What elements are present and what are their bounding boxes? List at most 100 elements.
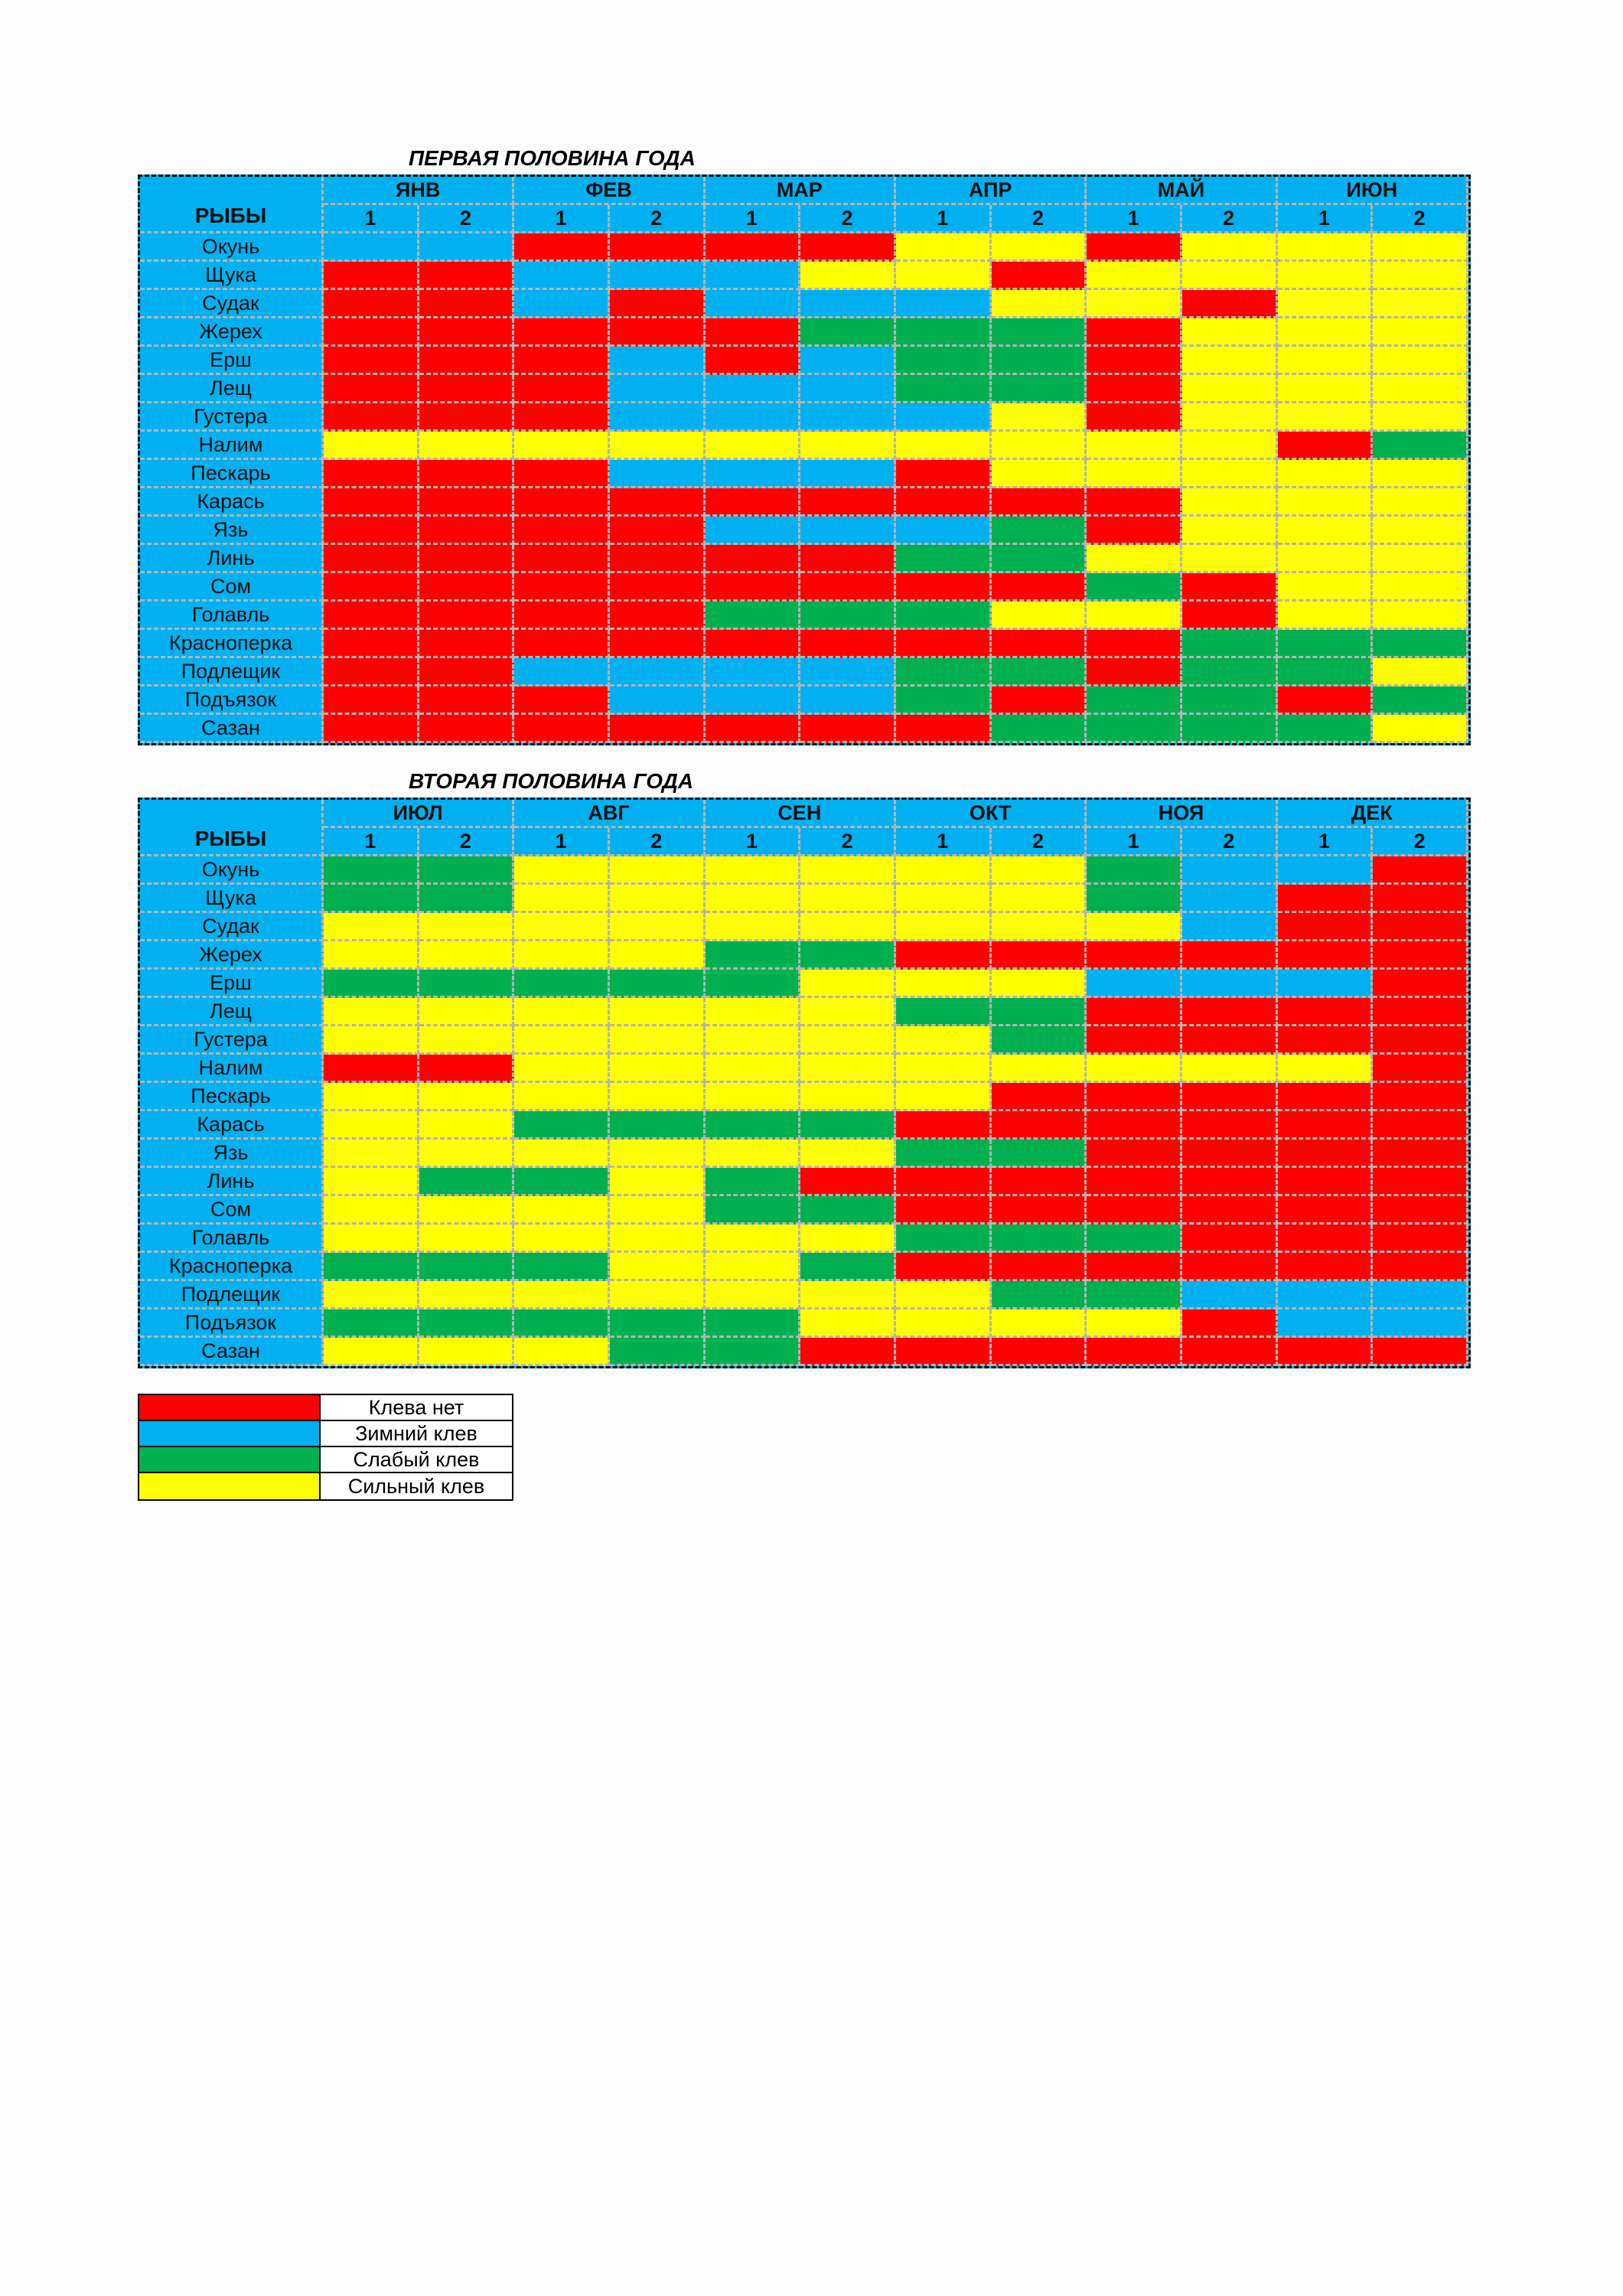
- bite-cell: [1087, 347, 1182, 375]
- bite-cell: [1181, 1338, 1278, 1366]
- bite-cell: [800, 1196, 896, 1225]
- bite-cell: [1373, 262, 1468, 290]
- bite-cell: [705, 885, 801, 913]
- bite-cell: [324, 1281, 419, 1309]
- bite-cell: [419, 1225, 515, 1253]
- bite-cell: [514, 488, 610, 517]
- bite-cell: [895, 1196, 992, 1225]
- bite-cell: [609, 517, 706, 545]
- bite-cell: [324, 1309, 419, 1338]
- bite-cell: [514, 1225, 610, 1253]
- bite-cell: [609, 233, 706, 262]
- bite-cell: [705, 545, 801, 573]
- bite-cell: [514, 318, 610, 347]
- bite-cell: [1373, 602, 1468, 630]
- bite-cell: [800, 913, 896, 941]
- bite-cell: [324, 658, 419, 687]
- bite-cell: [1373, 403, 1468, 432]
- bite-cell: [1373, 1026, 1468, 1055]
- bite-cell: [1373, 1083, 1468, 1111]
- bite-cell: [1181, 1083, 1278, 1111]
- bite-cell: [1373, 1225, 1468, 1253]
- fish-name: Подлещик: [140, 1281, 324, 1309]
- half-month-header: 1: [514, 205, 610, 233]
- bite-cell: [800, 1140, 896, 1168]
- bite-cell: [1181, 630, 1278, 658]
- bite-cell: [800, 998, 896, 1026]
- bite-cell: [609, 687, 706, 715]
- bite-cell: [1277, 1338, 1374, 1366]
- bite-cell: [1181, 970, 1278, 998]
- bite-cell: [514, 941, 610, 970]
- bite-cell: [419, 913, 515, 941]
- half-month-header: 2: [1373, 828, 1468, 856]
- bite-cell: [1277, 1281, 1374, 1309]
- bite-cell: [419, 1168, 515, 1196]
- bite-cell: [1087, 602, 1182, 630]
- bite-cell: [1373, 1140, 1468, 1168]
- bite-cell: [419, 998, 515, 1026]
- bite-cell: [514, 1281, 610, 1309]
- bite-cell: [419, 403, 515, 432]
- bite-cell: [324, 375, 419, 403]
- bite-cell: [514, 262, 610, 290]
- bite-cell: [1181, 347, 1278, 375]
- bite-cell: [419, 1196, 515, 1225]
- half-month-header: 1: [324, 828, 419, 856]
- bite-cell: [1181, 460, 1278, 488]
- bite-cell: [895, 885, 992, 913]
- bite-cell: [514, 970, 610, 998]
- bite-cell: [324, 318, 419, 347]
- bite-cell: [705, 970, 801, 998]
- bite-cell: [324, 262, 419, 290]
- bite-cell: [1181, 233, 1278, 262]
- bite-cell: [1373, 715, 1468, 743]
- bite-cell: [1277, 1055, 1374, 1083]
- bite-cell: [419, 233, 515, 262]
- bite-cell: [705, 1338, 801, 1366]
- bite-cell: [1277, 998, 1374, 1026]
- bite-cell: [609, 715, 706, 743]
- bite-cell: [895, 998, 992, 1026]
- half-month-header: 2: [800, 205, 896, 233]
- bite-cell: [800, 715, 896, 743]
- bite-cell: [1087, 913, 1182, 941]
- bite-cell: [514, 1140, 610, 1168]
- fish-name: Жерех: [140, 318, 324, 347]
- bite-cell: [895, 460, 992, 488]
- second-half-title: ВТОРАЯ ПОЛОВИНА ГОДА: [409, 769, 694, 793]
- legend-swatch: [139, 1447, 321, 1472]
- bite-cell: [609, 1111, 706, 1140]
- bite-cell: [324, 998, 419, 1026]
- bite-cell: [609, 630, 706, 658]
- bite-cell: [895, 1140, 992, 1168]
- half-month-header: 2: [419, 205, 515, 233]
- bite-cell: [609, 403, 706, 432]
- bite-cell: [705, 403, 801, 432]
- bite-cell: [895, 403, 992, 432]
- bite-cell: [991, 347, 1087, 375]
- fish-name: Ерш: [140, 970, 324, 998]
- bite-cell: [800, 233, 896, 262]
- bite-cell: [419, 488, 515, 517]
- bite-cell: [419, 545, 515, 573]
- legend-label: Слабый клев: [321, 1447, 512, 1472]
- bite-cell: [1373, 1281, 1468, 1309]
- fish-name: Густера: [140, 403, 324, 432]
- bite-cell: [1373, 941, 1468, 970]
- bite-cell: [800, 630, 896, 658]
- bite-cell: [991, 1055, 1087, 1083]
- bite-cell: [514, 545, 610, 573]
- bite-cell: [705, 517, 801, 545]
- legend-swatch: [139, 1473, 321, 1499]
- bite-cell: [324, 1083, 419, 1111]
- bite-cell: [1181, 290, 1278, 318]
- bite-cell: [1373, 1309, 1468, 1338]
- bite-cell: [419, 1140, 515, 1168]
- bite-cell: [1277, 233, 1374, 262]
- bite-cell: [1181, 885, 1278, 913]
- bite-cell: [1373, 885, 1468, 913]
- bite-cell: [419, 375, 515, 403]
- half-month-header: 1: [1087, 828, 1182, 856]
- bite-cell: [705, 460, 801, 488]
